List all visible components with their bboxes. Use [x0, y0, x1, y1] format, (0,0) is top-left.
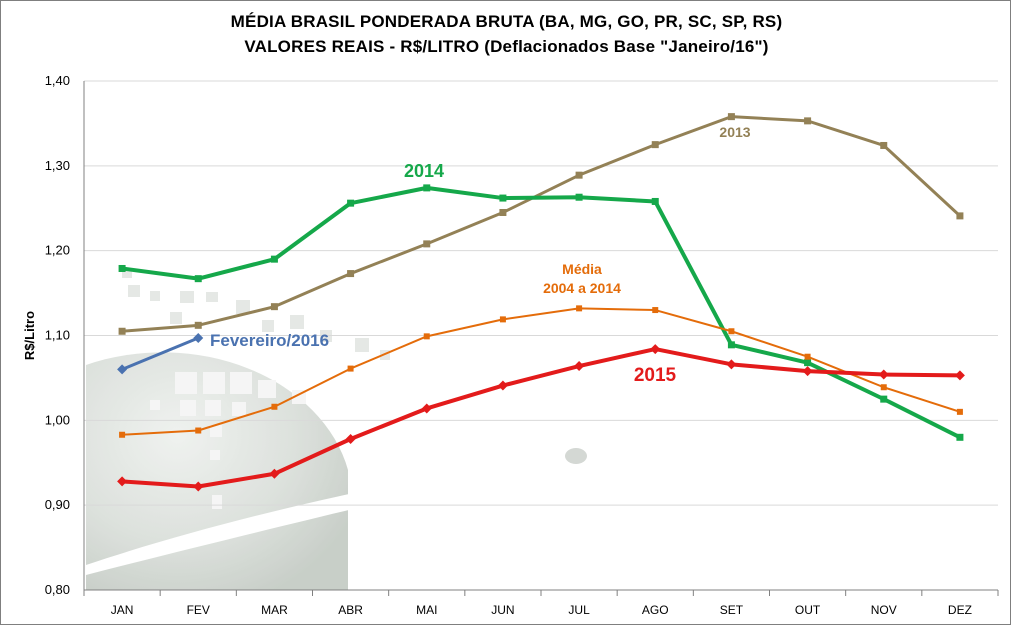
- series-line-2013: [121, 115, 961, 333]
- data-point: [726, 359, 737, 370]
- chart-title: MÉDIA BRASIL PONDERADA BRUTA (BA, MG, GO…: [230, 12, 783, 31]
- data-point: [269, 468, 280, 479]
- data-point: [423, 333, 430, 340]
- x-tick-label: MAR: [261, 603, 288, 617]
- data-point: [117, 364, 128, 375]
- data-point: [804, 353, 811, 360]
- data-point: [651, 141, 659, 149]
- x-tick-label: NOV: [871, 603, 897, 617]
- data-point: [727, 341, 735, 349]
- data-point: [194, 321, 202, 329]
- data-point: [347, 199, 355, 207]
- data-point: [727, 113, 735, 121]
- data-point: [118, 327, 126, 335]
- data-point: [804, 117, 812, 125]
- chart-subtitle: VALORES REAIS - R$/LITRO (Deflacionados …: [244, 37, 769, 56]
- y-tick-label: 1,10: [45, 328, 70, 343]
- data-point: [880, 395, 888, 403]
- data-point: [574, 361, 585, 372]
- data-point: [347, 270, 355, 278]
- x-tick-label: AGO: [642, 603, 669, 617]
- data-point: [880, 141, 888, 149]
- series-label-media-line2: 2004 a 2014: [543, 280, 621, 296]
- y-tick-label: 1,40: [45, 73, 70, 88]
- y-tick-label: 1,20: [45, 243, 70, 258]
- data-point: [194, 275, 202, 283]
- series-line-2014: [121, 185, 961, 440]
- data-point: [804, 359, 812, 367]
- series-line-m-dia-2004-a-2014: [122, 307, 961, 436]
- data-point: [499, 316, 506, 323]
- data-point: [575, 193, 583, 201]
- data-point: [423, 240, 431, 248]
- watermark-logo: [86, 268, 587, 590]
- data-point: [878, 369, 889, 380]
- series-line-fevereiro-2016: [121, 336, 199, 371]
- x-tick-label: OUT: [795, 603, 821, 617]
- data-point: [499, 194, 507, 202]
- data-point: [576, 305, 583, 312]
- series-label-fevereiro-2016: Fevereiro/2016: [210, 331, 329, 350]
- series-line-2015: [121, 347, 960, 489]
- data-point: [345, 433, 356, 444]
- x-tick-label: JUL: [568, 603, 590, 617]
- data-point: [193, 333, 204, 344]
- series-label-media-line1: Média: [562, 261, 602, 277]
- data-point: [195, 427, 202, 434]
- data-point: [497, 380, 508, 391]
- y-tick-label: 1,30: [45, 158, 70, 173]
- data-point: [117, 476, 128, 487]
- x-tick-label: ABR: [338, 603, 363, 617]
- y-tick-label: 0,80: [45, 582, 70, 597]
- data-point: [802, 366, 813, 377]
- data-point: [119, 431, 126, 438]
- y-tick-label: 0,90: [45, 497, 70, 512]
- y-tick-label: 1,00: [45, 412, 70, 427]
- data-point: [193, 481, 204, 492]
- data-point: [423, 184, 431, 192]
- data-point: [954, 370, 965, 381]
- data-point: [956, 433, 964, 441]
- data-point: [270, 255, 278, 263]
- x-tick-label: MAI: [416, 603, 437, 617]
- data-point: [499, 208, 507, 216]
- data-point: [651, 197, 659, 205]
- x-tick-label: DEZ: [948, 603, 972, 617]
- x-tick-label: JUN: [491, 603, 514, 617]
- data-point: [421, 403, 432, 414]
- data-point: [956, 408, 963, 415]
- x-tick-label: JAN: [111, 603, 134, 617]
- data-point: [728, 328, 735, 335]
- data-point: [575, 171, 583, 179]
- y-axis-label: R$/Litro: [22, 311, 37, 360]
- data-point: [118, 264, 126, 272]
- series-label-2015: 2015: [634, 365, 677, 386]
- data-point: [956, 212, 964, 220]
- x-tick-label: SET: [720, 603, 744, 617]
- series-label-2014: 2014: [404, 161, 444, 181]
- x-tick-label: FEV: [187, 603, 210, 617]
- data-point: [880, 384, 887, 391]
- data-point: [652, 307, 659, 314]
- data-point: [650, 344, 661, 355]
- data-point: [270, 303, 278, 311]
- series-label-2013: 2013: [719, 124, 750, 140]
- data-point: [271, 403, 278, 410]
- data-point: [347, 365, 354, 372]
